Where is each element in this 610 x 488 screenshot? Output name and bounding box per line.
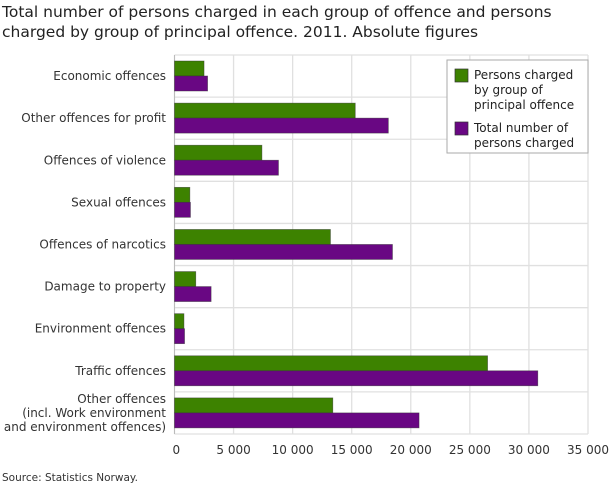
bar [174,159,279,176]
x-tick-label: 20 000 [390,443,432,457]
category-label: Other offences for profit [21,111,166,125]
category-label: Environment offences [35,322,166,336]
legend-label: persons charged [474,136,574,150]
bar [174,60,205,77]
x-tick-label: 25 000 [449,443,491,457]
bar [174,313,185,330]
source-note: Source: Statistics Norway. [2,472,138,484]
bar [174,370,539,387]
x-tick-label: 15 000 [331,443,373,457]
x-tick-label: 35 000 [567,443,609,457]
chart-title: Total number of persons charged in each … [2,3,552,41]
bar [174,397,334,414]
x-tick-label: 5 000 [216,443,250,457]
category-label: Traffic offences [74,364,166,378]
bar [174,201,191,218]
bar [174,229,331,245]
x-tick-label: 0 [173,443,181,457]
legend-label: by group of [474,83,544,97]
bar [174,328,185,345]
bar [174,75,208,92]
legend-label: principal offence [474,98,574,112]
category-label: Sexual offences [71,195,166,209]
bar [174,286,212,302]
x-tick-label: 30 000 [508,443,550,457]
x-tick-label: 10 000 [272,443,314,457]
bar [174,102,356,119]
legend-label: Total number of [473,121,569,135]
bar [174,186,191,203]
bar [174,355,488,372]
category-label: Offences of narcotics [39,238,166,252]
category-label: Offences of violence [44,153,166,167]
bar [174,412,420,429]
category-label: and environment offences) [4,420,166,434]
category-label: Other offences [77,392,166,406]
category-label: (incl. Work environment [22,406,166,420]
bar [174,244,393,260]
legend-swatch [454,68,469,83]
legend-label: Persons charged [474,68,573,82]
bar [174,271,197,287]
category-label: Economic offences [53,69,166,83]
legend-swatch [454,121,469,136]
bar [174,117,389,134]
bar [174,144,263,161]
legend [446,59,589,154]
category-label: Damage to property [44,280,166,294]
